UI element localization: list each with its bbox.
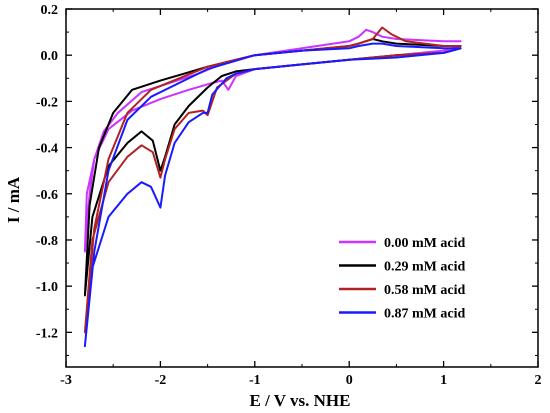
x-tick-label: -2 [155, 373, 167, 388]
legend: 0.00 mM acid 0.29 mM acid 0.58 mM acid 0.87… [339, 236, 465, 322]
plot-frame [65, 8, 539, 368]
legend-label-2: 0.58 mM acid [384, 283, 465, 298]
y-tick-label: -0.4 [36, 142, 58, 157]
plot-area [65, 8, 539, 368]
series-line-3 [83, 42, 462, 348]
y-tick-label: -0.8 [36, 234, 58, 249]
y-tick-label: -0.6 [36, 188, 58, 203]
y-tick-label: 0.2 [41, 3, 59, 18]
y-axis-ticks: 0.2 0.0 -0.2 -0.4 -0.6 -0.8 -1.0 -1.2 [36, 3, 538, 356]
y-tick-label: -1.2 [36, 326, 58, 341]
legend-label-3: 0.87 mM acid [384, 307, 465, 322]
legend-label-0: 0.00 mM acid [384, 236, 465, 251]
y-tick-label: 0.0 [41, 49, 59, 64]
y-tick-label: -1.0 [36, 280, 58, 295]
y-tick-label: -0.2 [36, 95, 58, 110]
y-axis-title: I / mA [4, 176, 23, 223]
series-line-1 [83, 38, 462, 297]
x-tick-label: 1 [440, 373, 447, 388]
x-tick-label: 2 [535, 373, 542, 388]
x-tick-label: -3 [60, 373, 72, 388]
x-axis-title: E / V vs. NHE [250, 391, 351, 410]
x-tick-label: 0 [346, 373, 353, 388]
legend-label-1: 0.29 mM acid [384, 260, 465, 275]
series-line-0 [83, 28, 462, 253]
x-tick-label: -1 [249, 373, 261, 388]
x-axis-ticks: -3 -2 -1 0 1 2 [60, 9, 542, 388]
series-lines [83, 26, 462, 348]
